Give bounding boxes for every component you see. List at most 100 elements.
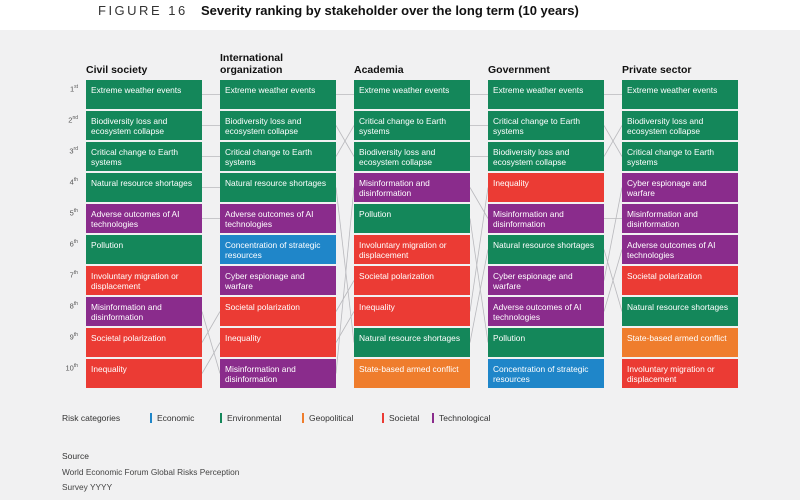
risk-cell: Inequality (86, 359, 202, 388)
risk-cell: Critical change to Earth systems (86, 142, 202, 171)
connector-line (603, 125, 623, 157)
risk-cell: Concentration of strategic resources (488, 359, 604, 388)
risk-cell: Biodiversity loss and ecosystem collapse (220, 111, 336, 140)
connector-line (201, 311, 221, 343)
risk-cell: Inequality (354, 297, 470, 326)
connector-line (201, 311, 221, 374)
risk-cell: Extreme weather events (488, 80, 604, 109)
risk-cell: Inequality (488, 173, 604, 202)
risk-cell: Critical change to Earth systems (354, 111, 470, 140)
risk-cell: Natural resource shortages (354, 328, 470, 357)
risk-cell: Inequality (220, 328, 336, 357)
risk-cell: Misinformation and disinformation (622, 204, 738, 233)
rank-label: 3rd (69, 146, 78, 156)
connector-line (201, 342, 221, 374)
legend-swatch (382, 413, 384, 423)
column-header-academia: Academia (354, 64, 404, 76)
legend-label: Technological (439, 413, 491, 423)
rank-label: 10th (65, 363, 78, 373)
risk-cell: Extreme weather events (220, 80, 336, 109)
risk-cell: Biodiversity loss and ecosystem collapse (622, 111, 738, 140)
legend-swatch (150, 413, 152, 423)
legend-swatch (432, 413, 434, 423)
risk-cell: Adverse outcomes of AI technologies (622, 235, 738, 264)
connector-line (469, 187, 489, 312)
risk-cell: Misinformation and disinformation (86, 297, 202, 326)
risk-cell: Biodiversity loss and ecosystem collapse (86, 111, 202, 140)
risk-cell: Societal polarization (354, 266, 470, 295)
risk-cell: Societal polarization (86, 328, 202, 357)
connector-line (603, 187, 623, 281)
connector-line (335, 280, 355, 312)
legend-item-geopolitical: Geopolitical (302, 413, 353, 423)
connector-line (469, 249, 489, 343)
source-text: World Economic Forum Global Risks Percep… (62, 467, 240, 492)
column-header-civil-society: Civil society (86, 64, 148, 76)
risk-cell: Adverse outcomes of AI technologies (86, 204, 202, 233)
rank-label: 7th (69, 270, 78, 280)
legend-label: Environmental (227, 413, 282, 423)
column-header-private-sector: Private sector (622, 64, 692, 76)
risk-cell: Critical change to Earth systems (488, 111, 604, 140)
legend-item-societal: Societal (382, 413, 419, 423)
risk-cell: Misinformation and disinformation (488, 204, 604, 233)
risk-cell: Cyber espionage and warfare (488, 266, 604, 295)
legend-label: Societal (389, 413, 420, 423)
rank-label: 8th (69, 301, 78, 311)
risk-cell: Societal polarization (622, 266, 738, 295)
risk-cell: Misinformation and disinformation (220, 359, 336, 388)
figure-label: FIGURE 16 (98, 3, 188, 18)
connector-line (335, 125, 355, 157)
risk-cell: Concentration of strategic resources (220, 235, 336, 264)
legend-swatch (302, 413, 304, 423)
risk-cell: Misinformation and disinformation (354, 173, 470, 202)
risk-cell: Critical change to Earth systems (622, 142, 738, 171)
risk-cell: State-based armed conflict (622, 328, 738, 357)
legend-label: Geopolitical (309, 413, 354, 423)
connector-line (335, 187, 355, 343)
legend-label: Economic (157, 413, 195, 423)
risk-cell: Extreme weather events (354, 80, 470, 109)
connector-line (469, 187, 489, 219)
risk-cell: Pollution (488, 328, 604, 357)
risk-cell: Pollution (354, 204, 470, 233)
risk-cell: Cyber espionage and warfare (220, 266, 336, 295)
rank-label: 6th (69, 239, 78, 249)
risk-cell: Involuntary migration or displacement (354, 235, 470, 264)
risk-cell: Adverse outcomes of AI technologies (488, 297, 604, 326)
legend-title: Risk categories (62, 413, 121, 423)
risk-cell: Natural resource shortages (622, 297, 738, 326)
risk-cell: Biodiversity loss and ecosystem collapse (354, 142, 470, 171)
rank-label: 2nd (68, 115, 78, 125)
figure-header: FIGURE 16 Severity ranking by stakeholde… (0, 0, 800, 30)
risk-cell: Critical change to Earth systems (220, 142, 336, 171)
risk-cell: Societal polarization (220, 297, 336, 326)
legend-item-technological: Technological (432, 413, 491, 423)
connector-line (335, 187, 355, 374)
column-header-government: Government (488, 64, 550, 76)
rank-label: 4th (69, 177, 78, 187)
legend-item-economic: Economic (150, 413, 194, 423)
rank-label: 5th (69, 208, 78, 218)
risk-cell: Natural resource shortages (488, 235, 604, 264)
rank-label: 9th (69, 332, 78, 342)
rank-label: 1st (69, 84, 78, 94)
figure-title: Severity ranking by stakeholder over the… (201, 3, 579, 18)
risk-cell: Involuntary migration or displacement (86, 266, 202, 295)
risk-cell: Pollution (86, 235, 202, 264)
risk-cell: Adverse outcomes of AI technologies (220, 204, 336, 233)
risk-cell: Natural resource shortages (86, 173, 202, 202)
legend-swatch (220, 413, 222, 423)
connector-line (603, 249, 623, 312)
risk-cell: State-based armed conflict (354, 359, 470, 388)
legend-item-environmental: Environmental (220, 413, 281, 423)
risk-cell: Biodiversity loss and ecosystem collapse (488, 142, 604, 171)
risk-cell: Natural resource shortages (220, 173, 336, 202)
source-title: Source (62, 451, 89, 461)
connector-line (335, 311, 355, 343)
column-header-international-organization: International organization (220, 52, 284, 76)
risk-cell: Involuntary migration or displacement (622, 359, 738, 388)
risk-cell: Extreme weather events (86, 80, 202, 109)
risk-cell: Extreme weather events (622, 80, 738, 109)
